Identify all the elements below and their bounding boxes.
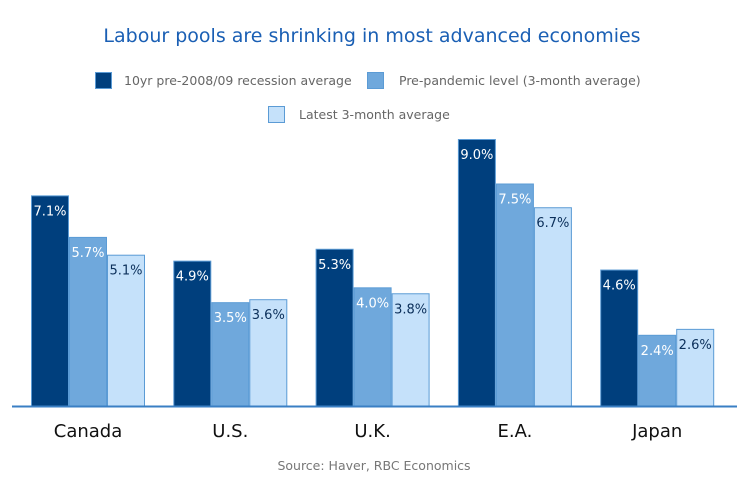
category-label: E.A.	[497, 421, 532, 442]
data-label: 5.1%	[109, 264, 142, 279]
source-note: Source: Haver, RBC Economics	[277, 458, 470, 473]
data-label: 4.9%	[176, 270, 209, 285]
data-label: 4.0%	[356, 296, 389, 311]
bar-ea-series-2	[533, 207, 572, 407]
legend-label-2: Latest 3-month average	[299, 107, 450, 122]
legend-swatch-1	[367, 72, 384, 89]
bar-japan-series-1	[638, 334, 677, 407]
legend-swatch-0	[95, 72, 112, 89]
legend: 10yr pre-2008/09 recession average Pre-p…	[95, 72, 641, 123]
bar-us-series-0	[173, 260, 212, 407]
data-label: 4.6%	[603, 279, 636, 294]
data-label: 3.6%	[252, 308, 285, 323]
category-label: U.S.	[212, 421, 248, 442]
legend-swatch-2	[268, 106, 285, 123]
chart-title: Labour pools are shrinking in most advan…	[103, 25, 640, 47]
data-label: 5.7%	[71, 246, 104, 261]
category-label: Japan	[631, 421, 682, 442]
legend-label-0: 10yr pre-2008/09 recession average	[124, 73, 352, 88]
data-label: 5.3%	[318, 258, 351, 273]
data-label: 6.7%	[536, 216, 569, 231]
bar-canada-series-1	[69, 236, 107, 407]
bar-ea-series-0	[457, 139, 496, 407]
bar-uk-series-0	[315, 248, 354, 407]
data-label: 9.0%	[460, 148, 493, 163]
bar-us-series-2	[249, 299, 288, 408]
bar-uk-series-2	[391, 293, 430, 407]
legend-label-1: Pre-pandemic level (3-month average)	[399, 73, 641, 88]
data-label: 7.1%	[33, 204, 66, 219]
category-label: U.K.	[354, 421, 390, 442]
bar-us-series-1	[211, 302, 250, 407]
data-label: 3.5%	[214, 311, 247, 326]
category-label: Canada	[54, 421, 123, 442]
bar-canada-series-0	[31, 195, 69, 407]
bar-canada-series-2	[107, 254, 145, 407]
data-label: 2.4%	[641, 344, 674, 359]
data-label: 3.8%	[394, 302, 427, 317]
bars: 7.1% 5.7% 5.1% 4.9% 3.5% 3.6% 5.3% 4.0% 3.8% 9.0%…	[31, 139, 715, 408]
data-label: 2.6%	[679, 338, 712, 353]
bar-ea-series-1	[495, 183, 534, 407]
data-label: 7.5%	[498, 193, 531, 208]
category-labels: Canada U.S. U.K. E.A. Japan	[54, 421, 683, 442]
